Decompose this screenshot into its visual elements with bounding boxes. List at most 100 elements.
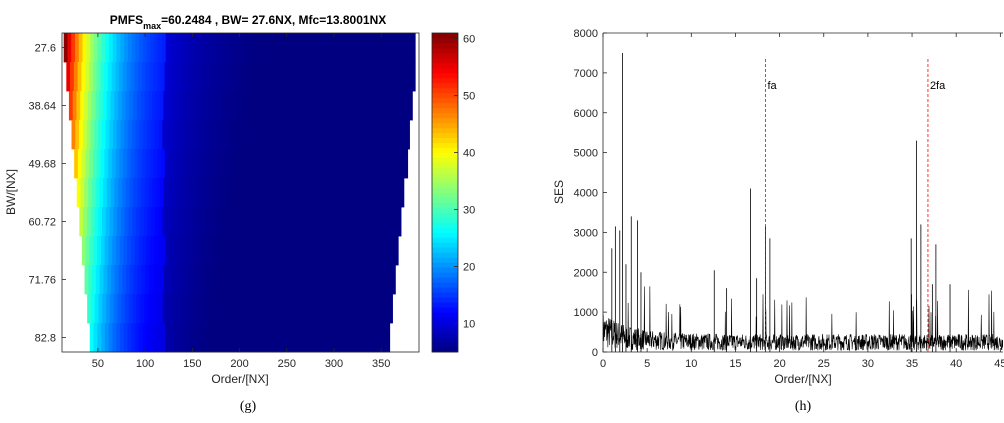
heatmap-cell	[100, 149, 105, 179]
heatmap-cell	[180, 323, 185, 353]
heatmap-cell	[90, 33, 95, 63]
heatmap-cell	[112, 323, 117, 353]
heatmap-cell	[277, 265, 282, 295]
heatmap-cell	[285, 236, 291, 266]
heatmap-cell	[271, 33, 276, 63]
heatmap-cell	[323, 323, 329, 353]
heatmap-cell	[127, 149, 132, 179]
heatmap-cell	[267, 33, 272, 63]
ses-x-tick-label: 45	[994, 358, 1004, 370]
heatmap-cell	[162, 207, 167, 237]
heatmap-cell	[260, 207, 265, 237]
heatmap-cell	[264, 120, 269, 150]
heatmap-cell	[165, 33, 170, 63]
colorbar-segment	[432, 157, 458, 163]
heatmap-cell	[150, 323, 155, 353]
heatmap-cell	[403, 120, 409, 150]
heatmap-cell	[270, 62, 275, 92]
heatmap-cell	[185, 294, 190, 324]
heatmap-cell	[207, 120, 212, 150]
heatmap-cell	[108, 323, 113, 353]
heatmap-cell	[300, 62, 305, 92]
heatmap-cell	[394, 178, 399, 208]
heatmap-cell	[153, 323, 159, 353]
heatmap-cell	[399, 33, 405, 63]
heatmap-cell	[237, 120, 242, 150]
heatmap-cell	[366, 294, 371, 324]
heatmap-cell	[333, 91, 338, 121]
heatmap-cell	[137, 178, 142, 208]
heatmap-cell	[148, 178, 153, 208]
heatmap-cell	[81, 149, 86, 179]
heatmap-cell	[286, 120, 292, 150]
ses-y-ticks: 0 1000 2000 3000 4000 5000 6000 7000 8000	[574, 28, 607, 359]
heatmap-cell	[257, 294, 262, 324]
heatmap-cell	[254, 265, 259, 295]
heatmap-cell	[326, 62, 332, 92]
heatmap-cell	[109, 294, 115, 324]
heatmap-cell	[101, 323, 106, 353]
heatmap-cell	[241, 33, 246, 63]
heatmap-cell	[232, 149, 237, 179]
heatmap-cell	[259, 236, 264, 266]
heatmap-cell	[217, 149, 222, 179]
heatmap-cell	[161, 236, 166, 266]
heatmap-cell	[171, 265, 176, 295]
heatmap-cell	[245, 207, 250, 237]
heatmap-cell	[332, 294, 337, 324]
colorbar-segment	[432, 207, 458, 213]
heatmap-cell	[336, 207, 341, 237]
heatmap-axes-box	[61, 32, 420, 353]
heatmap-cell	[375, 178, 380, 208]
heatmap-cell	[193, 178, 199, 208]
heatmap-cell	[214, 236, 219, 266]
heatmap-cell	[236, 149, 241, 179]
heatmap-cell	[187, 149, 192, 179]
heatmap-cell	[244, 236, 249, 266]
heatmap-cell	[145, 265, 150, 295]
heatmap-cell	[297, 236, 302, 266]
heatmap-cell	[192, 207, 197, 237]
heatmap-cell	[330, 265, 335, 295]
heatmap-cell	[252, 120, 258, 150]
colorbar-segment	[432, 162, 458, 168]
heatmap-cell	[362, 207, 367, 237]
heatmap-cell	[124, 294, 130, 324]
heatmap-cell	[158, 33, 163, 63]
heatmap-cell	[210, 236, 215, 266]
heatmap-cell	[138, 323, 144, 353]
heatmap-cell	[160, 62, 165, 92]
heatmap-cell	[188, 207, 194, 237]
heatmap-cell	[247, 265, 252, 295]
heatmap-cell	[97, 236, 102, 266]
heatmap-cell	[76, 91, 81, 121]
heatmap-cell	[207, 33, 212, 63]
heatmap-cell	[224, 62, 230, 92]
heatmap-cell	[365, 323, 370, 353]
colorbar-segment	[432, 132, 458, 139]
colorbar-segment	[432, 177, 458, 183]
heatmap-cell	[245, 120, 250, 150]
heatmap-cell	[138, 236, 143, 266]
colorbar-segment	[432, 77, 458, 84]
heatmap-cell	[273, 265, 278, 295]
heatmap-cell	[134, 236, 140, 266]
heatmap-x-tick-label: 150	[183, 358, 201, 370]
heatmap-cell	[410, 62, 415, 92]
heatmap-cell	[372, 236, 378, 266]
heatmap-cell	[153, 62, 158, 92]
heatmap-cell	[292, 265, 297, 295]
heatmap-cell	[360, 62, 366, 92]
heatmap-cell	[350, 323, 355, 353]
heatmap-cell	[75, 33, 80, 63]
heatmap-cell	[130, 62, 135, 92]
heatmap-cell	[343, 207, 348, 237]
heatmap-cell	[275, 207, 280, 237]
heatmap-y-tick-label: 27.6	[35, 43, 56, 55]
colorbar-segment	[432, 312, 458, 318]
heatmap-cell	[367, 91, 372, 121]
heatmap-cell	[379, 265, 384, 295]
heatmap-cell	[128, 207, 133, 237]
heatmap-cell	[370, 207, 375, 237]
colorbar-segment	[432, 192, 458, 198]
